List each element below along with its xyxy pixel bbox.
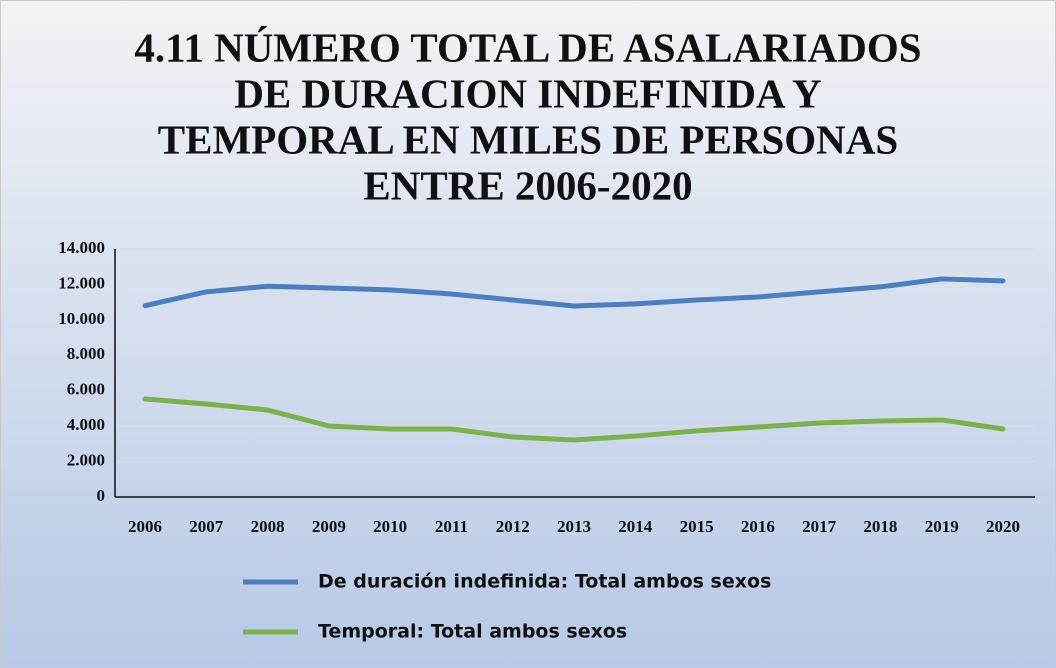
x-tick-label: 2013 (557, 517, 591, 536)
x-tick-label: 2009 (312, 517, 346, 536)
chart-title: ENTRE 2006-2020 (363, 162, 692, 208)
y-tick-label: 0 (97, 486, 106, 505)
x-tick-label: 2016 (741, 517, 775, 536)
y-tick-label: 10.000 (58, 309, 105, 328)
x-tick-label: 2020 (986, 517, 1020, 536)
y-tick-label: 12.000 (58, 273, 105, 292)
x-tick-label: 2007 (189, 517, 224, 536)
y-tick-label: 2.000 (67, 450, 105, 469)
x-tick-label: 2006 (128, 517, 162, 536)
x-tick-label: 2011 (435, 517, 468, 536)
x-tick-label: 2012 (496, 517, 530, 536)
x-tick-label: 2019 (925, 517, 959, 536)
y-tick-label: 4.000 (67, 415, 105, 434)
line-series (142, 276, 1006, 309)
y-tick-label: 8.000 (67, 344, 105, 363)
x-tick-label: 2015 (680, 517, 714, 536)
chart-title: 4.11 NÚMERO TOTAL DE ASALARIADOS (134, 24, 921, 70)
y-tick-label: 6.000 (67, 380, 105, 399)
x-tick-label: 2010 (373, 517, 407, 536)
legend-label: Temporal: Total ambos sexos (318, 621, 627, 643)
x-tick-label: 2008 (251, 517, 285, 536)
x-tick-label: 2017 (802, 517, 837, 536)
chart-title: TEMPORAL EN MILES DE PERSONAS (158, 116, 898, 162)
line-series (142, 396, 1006, 443)
x-tick-label: 2018 (863, 517, 897, 536)
x-tick-label: 2014 (618, 517, 653, 536)
legend-label: De duración indefinida: Total ambos sexo… (318, 571, 771, 593)
chart-title: DE DURACION INDEFINIDA Y (234, 70, 821, 116)
y-tick-label: 14.000 (58, 238, 105, 257)
